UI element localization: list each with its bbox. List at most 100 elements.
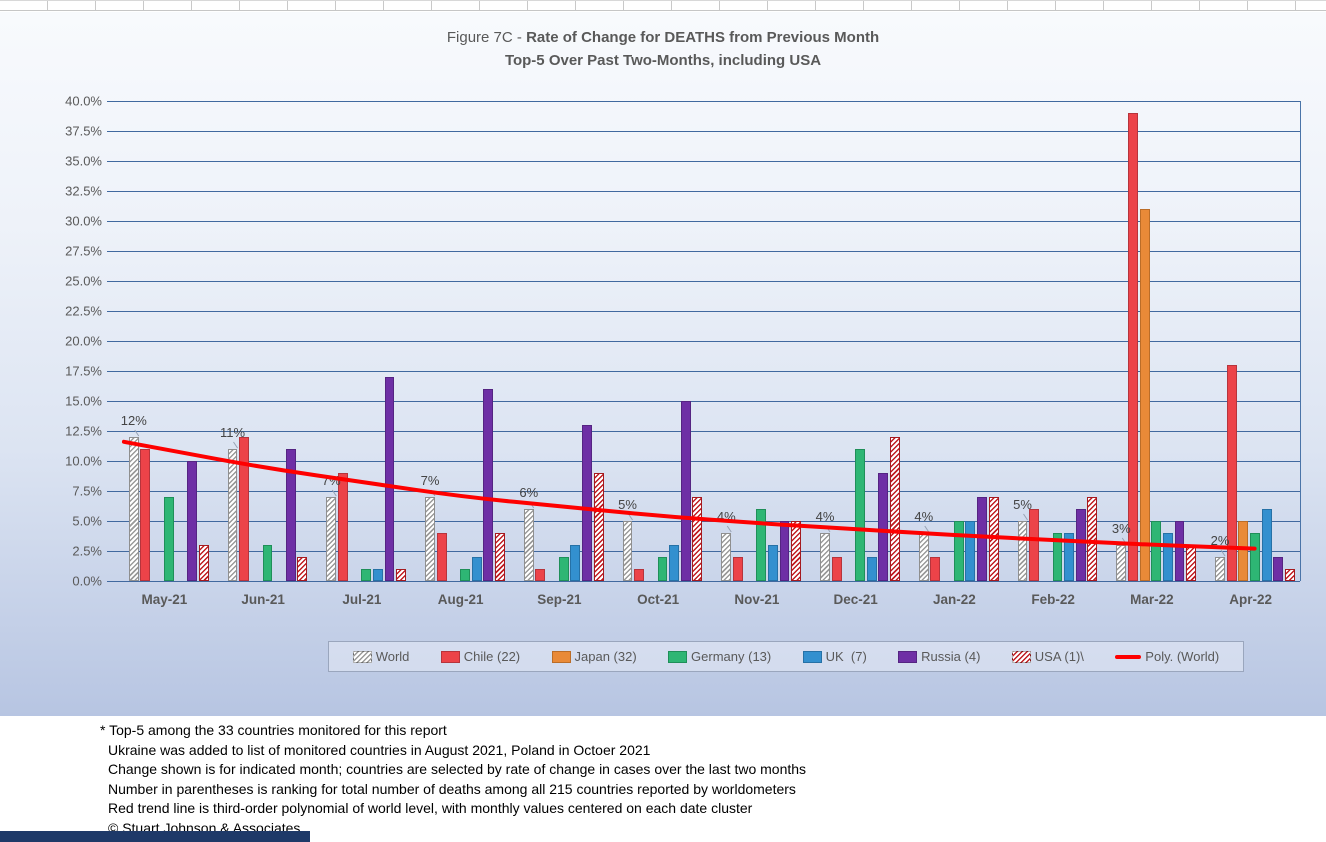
bar-chile-22-feb-22 [1029,509,1040,581]
bar-russia-4-jul-21 [384,377,395,581]
legend-item-poly-world[interactable]: Poly. (World) [1115,649,1219,664]
chart-object[interactable]: Figure 7C - Rate of Change for DEATHS fr… [0,12,1326,716]
bar-germany-13-may-21 [163,497,174,581]
bar-world-aug-21 [425,497,435,581]
data-label-leader [529,501,535,509]
bar-uk-7-oct-21 [669,545,680,581]
y-axis-tick-label: 10.0% [65,453,102,469]
bar-germany-13-oct-21 [657,557,668,581]
bar-chile-22-may-21 [140,449,151,581]
legend-item-chile-22[interactable]: Chile (22) [440,649,521,664]
legend-item-japan-32[interactable]: Japan (32) [551,649,637,664]
world-data-label: 4% [815,509,835,524]
bar-chile-22-apr-22 [1226,365,1237,581]
bar-usa-1-apr-22 [1284,569,1295,581]
x-axis-label: Apr-22 [1229,592,1272,607]
bar-world-feb-22 [1017,521,1028,581]
bar-chile-22-sep-21 [535,569,546,581]
y-axis-tick-label: 30.0% [65,213,102,229]
legend-label: Japan (32) [574,649,637,664]
bar-usa-1-may-21 [198,545,209,581]
gridline [107,220,1300,222]
gridline [107,100,1300,102]
gridline [107,340,1300,342]
bar-germany-13-jun-21 [262,545,273,581]
bar-germany-13-jul-21 [361,569,372,581]
legend-item-uk-7[interactable]: UK (7) [802,649,867,664]
gridline [107,130,1300,132]
gridline [107,400,1300,402]
spreadsheet-cells-row [0,0,1326,11]
x-axis-label: Sep-21 [537,592,582,607]
bar-russia-4-may-21 [187,461,197,581]
bar-germany-13-aug-21 [460,569,470,581]
data-label-leader [1023,513,1028,521]
y-axis-tick-label: 7.5% [72,483,102,499]
gridline [107,250,1300,252]
footnote-area: * Top-5 among the 33 countries monitored… [0,716,1326,842]
bar-usa-1-jun-21 [297,557,308,581]
y-axis-tick-label: 37.5% [65,123,102,139]
world-data-label: 4% [716,509,736,524]
world-data-label: 5% [618,497,637,512]
bar-usa-1-feb-22 [1087,497,1098,581]
bar-uk-7-feb-22 [1064,533,1075,581]
legend-item-usa-1[interactable]: USA (1)\ [1011,649,1084,664]
bar-russia-4-nov-21 [779,521,790,581]
legend-color-swatch [551,650,571,663]
data-label-leader [628,513,633,521]
bar-world-jul-21 [326,497,337,581]
x-axis-label: Jan-22 [932,592,976,607]
bar-russia-4-feb-22 [1075,509,1086,581]
bar-germany-13-sep-21 [558,557,569,581]
bar-chile-22-oct-21 [634,569,645,581]
footnote-line: Change shown is for indicated month; cou… [108,761,807,778]
legend[interactable]: World Chile (22) Japan (32) Germany (13) UK … [328,641,1244,672]
chart-title: Figure 7C - Rate of Change for DEATHS fr… [0,26,1326,72]
bar-germany-13-nov-21 [756,509,767,581]
data-label-leader [924,525,930,533]
bar-germany-13-apr-22 [1250,533,1260,581]
gridline [107,160,1300,162]
bar-russia-4-dec-21 [878,473,889,581]
legend-color-swatch [352,650,372,663]
footnotes: * Top-5 among the 33 countries monitored… [100,721,806,839]
bar-germany-13-mar-22 [1151,521,1162,581]
legend-label: Russia (4) [921,649,981,664]
bar-world-dec-21 [820,533,830,581]
bar-usa-1-oct-21 [692,497,703,581]
x-axis-label: May-21 [141,592,188,607]
legend-label: Chile (22) [463,649,521,664]
bar-usa-1-jan-22 [988,497,999,581]
y-axis-tick-label: 40.0% [65,93,102,109]
sheet-tab-strip[interactable] [0,831,310,842]
legend-item-world[interactable]: World [352,649,409,664]
bar-usa-1-dec-21 [889,437,900,581]
world-data-label: 4% [914,509,934,524]
data-label-leader [825,525,831,533]
bar-world-apr-22 [1215,557,1225,581]
bar-chile-22-jan-22 [930,557,941,581]
world-data-label: 5% [1013,497,1032,512]
plot-area: 0.0% 2.5% 5.0% 7.5% 10.0% 12.5% 15.0% 17.5% 20.0… [65,94,1301,607]
bar-russia-4-aug-21 [483,389,494,581]
data-label-leader [1121,537,1127,545]
y-axis-tick-label: 5.0% [72,513,102,529]
chart-title-line1: Figure 7C - Rate of Change for DEATHS fr… [446,29,880,46]
x-axis-label: Aug-21 [437,592,484,607]
world-data-label: 6% [519,485,539,500]
x-axis-label: Jul-21 [342,592,382,607]
bar-world-jun-21 [227,449,238,581]
legend-label: UK (7) [825,649,867,664]
world-data-label: 3% [1111,521,1131,536]
gridline [107,370,1300,372]
y-axis-tick-label: 25.0% [65,273,102,289]
bar-russia-4-oct-21 [680,401,691,581]
legend-line-swatch [1115,654,1142,659]
legend-label: Germany (13) [691,649,772,664]
legend-item-russia-4[interactable]: Russia (4) [898,649,980,664]
data-label-leader [233,441,238,449]
footnote-line: Red trend line is third-order polynomial… [108,800,753,817]
legend-item-germany-13[interactable]: Germany (13) [668,649,771,664]
